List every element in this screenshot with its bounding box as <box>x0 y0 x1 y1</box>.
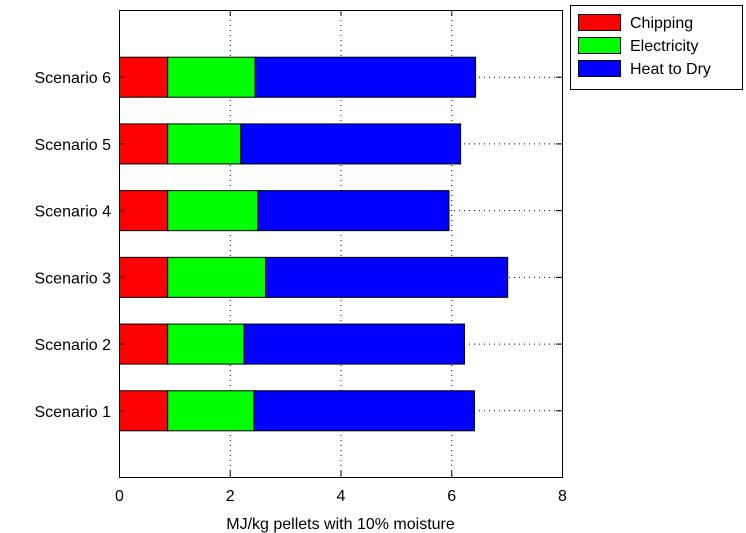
axis-ticks <box>119 10 563 477</box>
x-tick-label: 4 <box>337 488 346 505</box>
bar-electricity <box>167 123 242 165</box>
bars <box>119 56 509 432</box>
axis-labels: 0 2 4 6 8 Scenario 1 Scenario 2 Scenario 3 Scena… <box>35 70 568 505</box>
legend-label: Heat to Dry <box>630 61 711 78</box>
bar-heat-to-dry <box>253 390 475 432</box>
legend: Chipping Electricity Heat to Dry <box>570 5 743 90</box>
bar-chipping <box>119 390 169 432</box>
bar-heat-to-dry <box>257 190 450 232</box>
category-label: Scenario 5 <box>35 137 112 154</box>
bar-heat-to-dry <box>243 323 465 365</box>
bar-chipping <box>119 256 169 298</box>
bar-heat-to-dry <box>254 56 477 98</box>
category-label: Scenario 6 <box>35 70 112 87</box>
bar-chipping <box>119 56 169 98</box>
x-axis-label: MJ/kg pellets with 10% moisture <box>226 516 455 533</box>
legend-swatch <box>578 14 621 31</box>
x-tick-label: 0 <box>115 488 124 505</box>
bar-chipping <box>119 123 169 165</box>
legend-label: Chipping <box>630 15 693 32</box>
x-tick-label: 6 <box>447 488 456 505</box>
legend-swatch <box>578 60 621 77</box>
legend-swatch <box>578 37 621 54</box>
bar-electricity <box>167 56 256 98</box>
bar-electricity <box>167 190 259 232</box>
x-tick-label: 2 <box>226 488 235 505</box>
bar-heat-to-dry <box>265 256 509 298</box>
bar-chipping <box>119 323 169 365</box>
bar-electricity <box>167 323 245 365</box>
category-label: Scenario 2 <box>35 337 112 354</box>
bar-chipping <box>119 190 169 232</box>
legend-label: Electricity <box>630 38 698 55</box>
bar-electricity <box>167 390 255 432</box>
x-tick-label: 8 <box>558 488 567 505</box>
category-label: Scenario 1 <box>35 404 112 421</box>
category-label: Scenario 4 <box>35 204 112 221</box>
category-label: Scenario 3 <box>35 270 112 287</box>
bar-electricity <box>167 256 267 298</box>
bar-heat-to-dry <box>240 123 462 165</box>
